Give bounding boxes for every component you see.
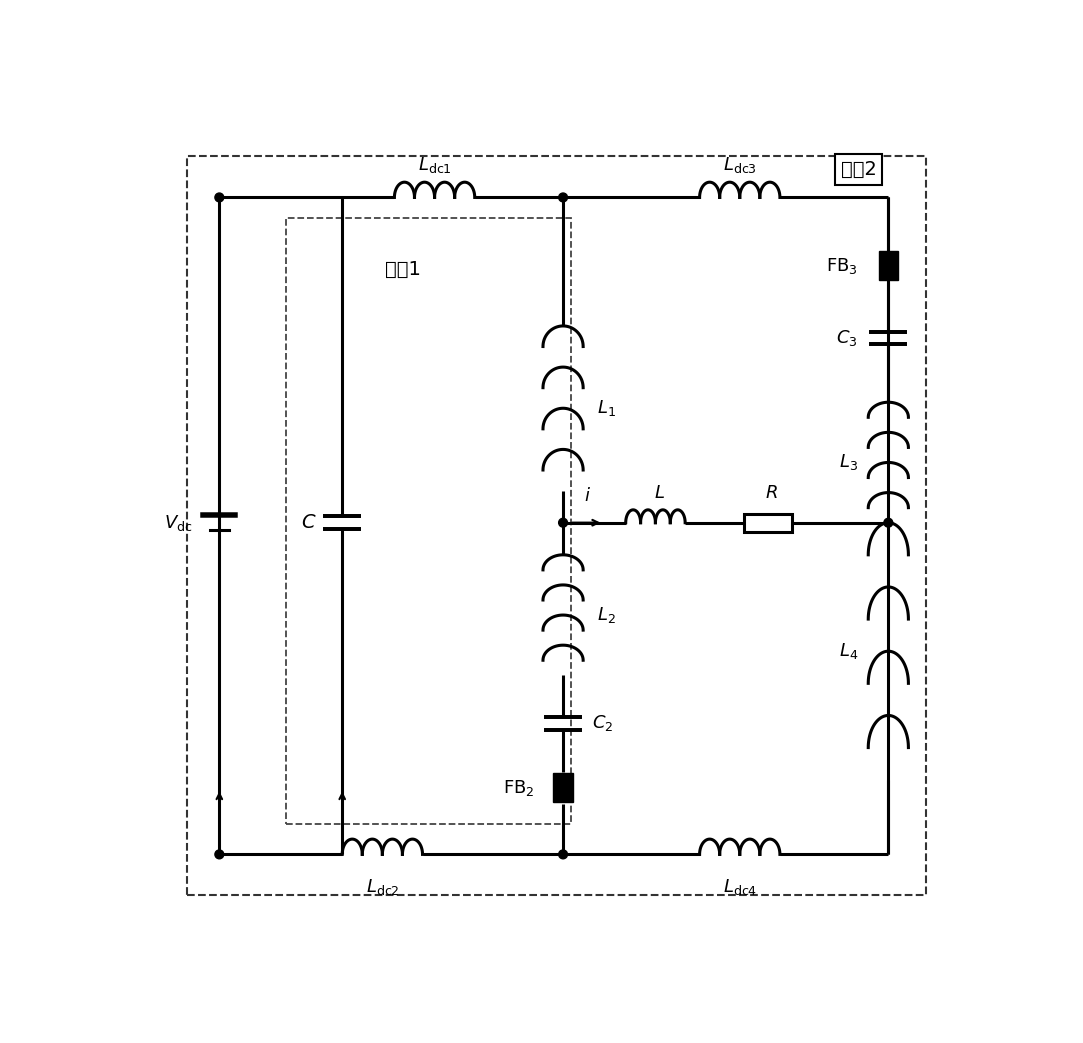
Text: 回路1: 回路1 bbox=[384, 260, 420, 280]
Bar bbox=[878, 251, 898, 281]
Circle shape bbox=[214, 850, 224, 858]
Text: $\mathrm{FB}_3$: $\mathrm{FB}_3$ bbox=[826, 256, 858, 275]
Text: $L_1$: $L_1$ bbox=[597, 398, 616, 418]
Bar bbox=[286, 218, 571, 824]
Circle shape bbox=[884, 518, 892, 527]
Text: $L_{\mathrm{dc1}}$: $L_{\mathrm{dc1}}$ bbox=[418, 155, 452, 175]
Text: 回路2: 回路2 bbox=[840, 160, 876, 178]
Circle shape bbox=[559, 193, 567, 202]
Circle shape bbox=[214, 193, 224, 202]
Text: $L_{\mathrm{dc3}}$: $L_{\mathrm{dc3}}$ bbox=[722, 155, 757, 175]
Text: $L_3$: $L_3$ bbox=[839, 453, 858, 472]
Text: $V_{\mathrm{dc}}$: $V_{\mathrm{dc}}$ bbox=[165, 513, 193, 533]
Text: $i$: $i$ bbox=[584, 487, 590, 505]
Text: $C_2$: $C_2$ bbox=[592, 713, 613, 733]
Circle shape bbox=[559, 518, 567, 527]
Bar bbox=[744, 514, 792, 532]
Text: $L_2$: $L_2$ bbox=[597, 605, 615, 625]
Text: $\mathrm{FB}_2$: $\mathrm{FB}_2$ bbox=[503, 778, 534, 798]
Text: $L$: $L$ bbox=[654, 484, 665, 502]
Text: $R$: $R$ bbox=[766, 484, 779, 502]
Text: $L_{\mathrm{dc2}}$: $L_{\mathrm{dc2}}$ bbox=[366, 877, 400, 897]
Text: $C_3$: $C_3$ bbox=[836, 328, 858, 348]
Circle shape bbox=[559, 850, 567, 858]
Text: $C$: $C$ bbox=[301, 513, 316, 532]
Text: $L_4$: $L_4$ bbox=[838, 641, 858, 661]
Bar bbox=[553, 773, 573, 802]
Text: $L_{\mathrm{dc4}}$: $L_{\mathrm{dc4}}$ bbox=[722, 877, 757, 897]
